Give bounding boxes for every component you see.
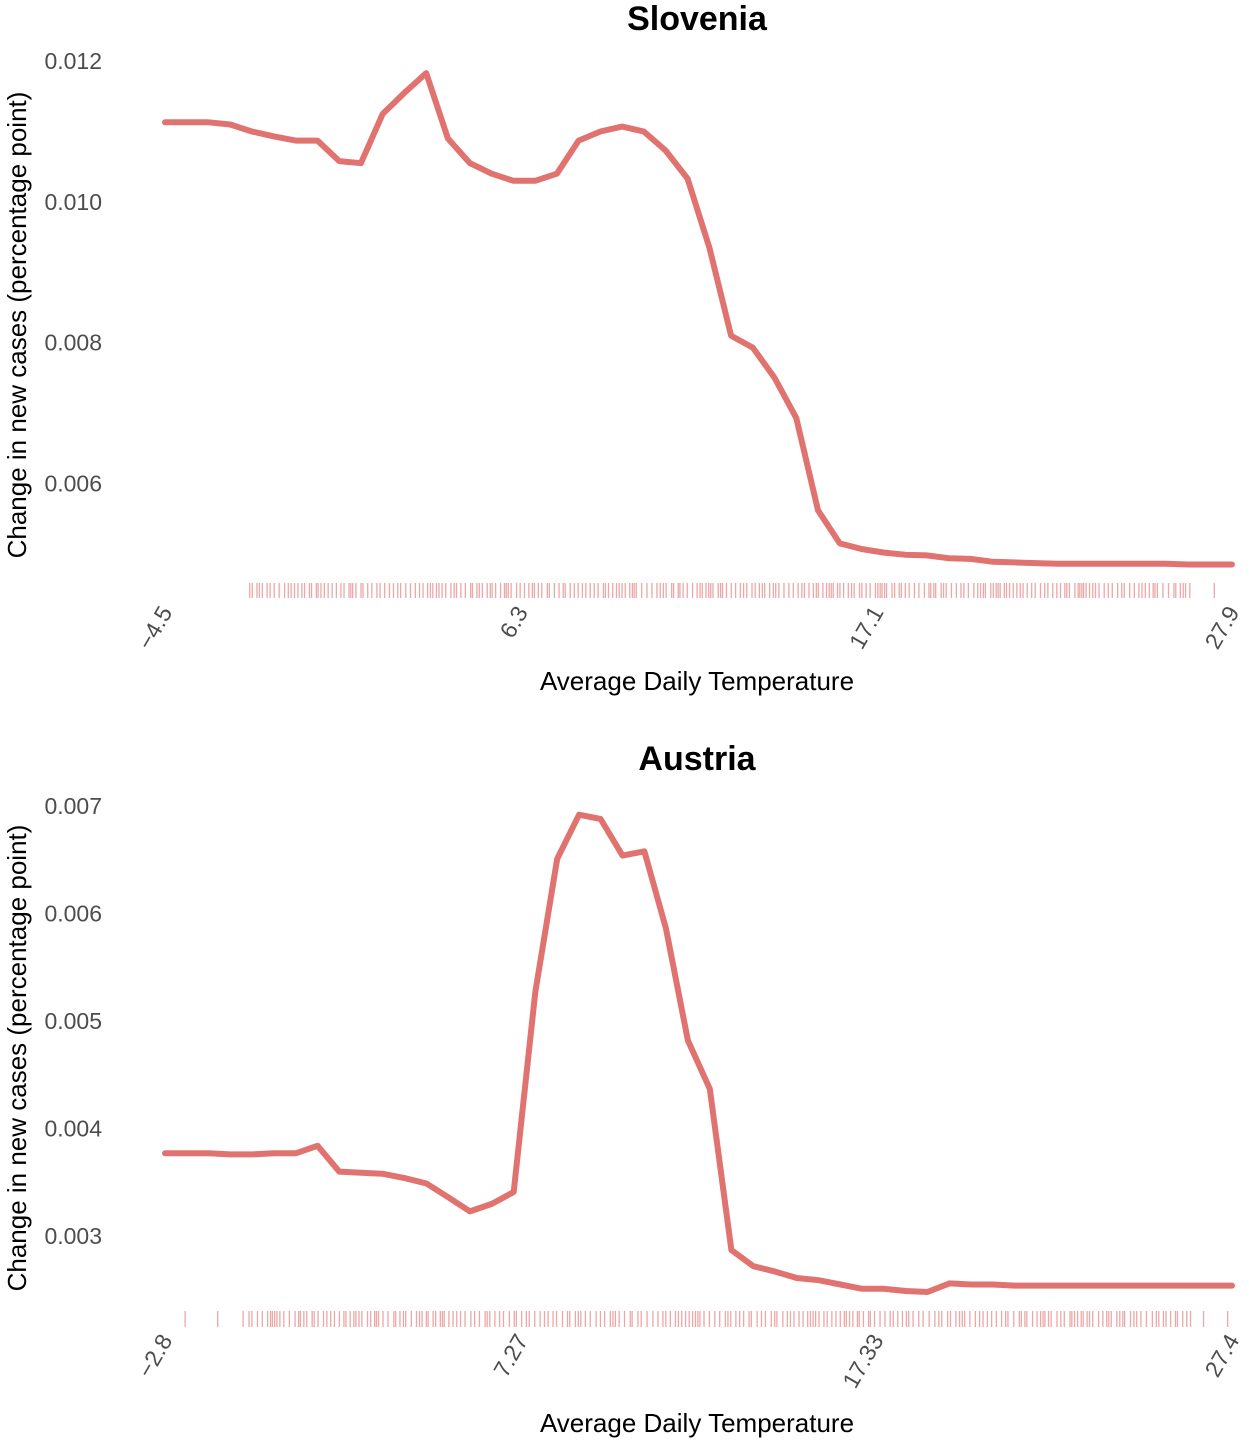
chart-title: Slovenia — [627, 0, 768, 38]
y-tick-label: 0.007 — [44, 793, 102, 819]
x-tick-label: −4.5 — [132, 602, 177, 654]
x-axis-ticks: −4.5 6.3 17.1 27.9 — [132, 602, 1244, 654]
y-tick-label: 0.006 — [44, 901, 102, 927]
y-axis-ticks: 0.006 0.008 0.010 0.012 — [44, 48, 102, 496]
y-tick-label: 0.005 — [44, 1008, 102, 1034]
y-tick-label: 0.004 — [44, 1116, 102, 1142]
plot-area — [162, 70, 1235, 568]
y-tick-label: 0.008 — [44, 330, 102, 356]
rug-marks — [249, 583, 1215, 598]
x-tick-label: 7.27 — [488, 1330, 533, 1382]
x-axis-ticks: −2.8 7.27 17.33 27.4 — [132, 1329, 1244, 1392]
y-tick-label: 0.006 — [44, 471, 102, 497]
series-line — [162, 811, 1235, 1295]
x-tick-label: 17.33 — [837, 1330, 888, 1393]
chart-title: Austria — [638, 740, 756, 778]
y-axis-label: Change in new cases (percentage point) — [2, 825, 32, 1292]
x-tick-label: 6.3 — [494, 602, 533, 643]
y-tick-label: 0.010 — [44, 189, 102, 215]
x-axis-label: Average Daily Temperature — [540, 666, 854, 696]
plot-area — [162, 811, 1235, 1295]
x-tick-label: −2.8 — [132, 1330, 177, 1382]
x-tick-label: 27.4 — [1199, 1329, 1244, 1381]
y-axis-label: Change in new cases (percentage point) — [2, 92, 32, 559]
y-tick-label: 0.012 — [44, 48, 102, 74]
rug-marks — [184, 1311, 1229, 1327]
y-tick-label: 0.003 — [44, 1223, 102, 1249]
austria-panel: Austria Change in new cases (percentage … — [2, 740, 1244, 1438]
x-axis-label: Average Daily Temperature — [540, 1408, 854, 1438]
x-tick-label: 17.1 — [844, 602, 889, 654]
x-tick-label: 27.9 — [1199, 602, 1244, 654]
slovenia-panel: Slovenia Change in new cases (percentage… — [2, 0, 1244, 696]
series-line — [162, 70, 1235, 568]
y-axis-ticks: 0.003 0.004 0.005 0.006 0.007 — [44, 793, 102, 1249]
